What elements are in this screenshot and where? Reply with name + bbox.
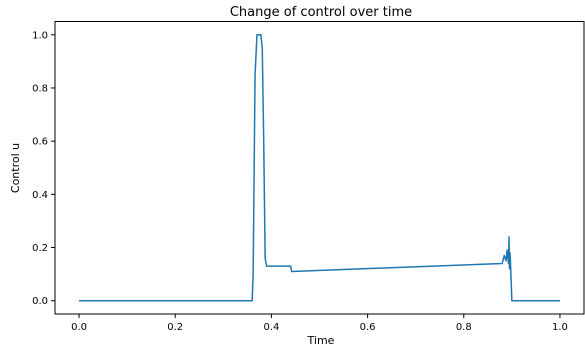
x-tick-label: 0.2 bbox=[167, 322, 183, 333]
y-tick-label: 0.4 bbox=[32, 190, 48, 201]
ticks-layer: 0.0 0.2 0.4 0.6 0.8 1.0 0.0 0.2 0.4 0.6 0.8 1.0 bbox=[32, 30, 568, 333]
x-tick-label: 0.8 bbox=[456, 322, 472, 333]
y-tick-label: 1.0 bbox=[32, 30, 48, 41]
y-tick-label: 0.6 bbox=[32, 137, 48, 148]
x-axis-label: Time bbox=[307, 334, 335, 347]
chart-title: Change of control over time bbox=[230, 5, 412, 20]
y-axis-label: Control u bbox=[9, 143, 22, 193]
series-line bbox=[79, 34, 560, 302]
y-tick-label: 0.2 bbox=[32, 243, 48, 254]
x-tick-label: 1.0 bbox=[552, 322, 568, 333]
x-tick-label: 0.6 bbox=[360, 322, 376, 333]
x-tick-label: 0.4 bbox=[263, 322, 279, 333]
x-tick-label: 0.0 bbox=[71, 322, 87, 333]
series-layer bbox=[79, 34, 560, 302]
plot-frame bbox=[54, 21, 585, 315]
y-tick-label: 0.8 bbox=[32, 83, 48, 94]
y-tick-label: 0.0 bbox=[32, 296, 48, 307]
